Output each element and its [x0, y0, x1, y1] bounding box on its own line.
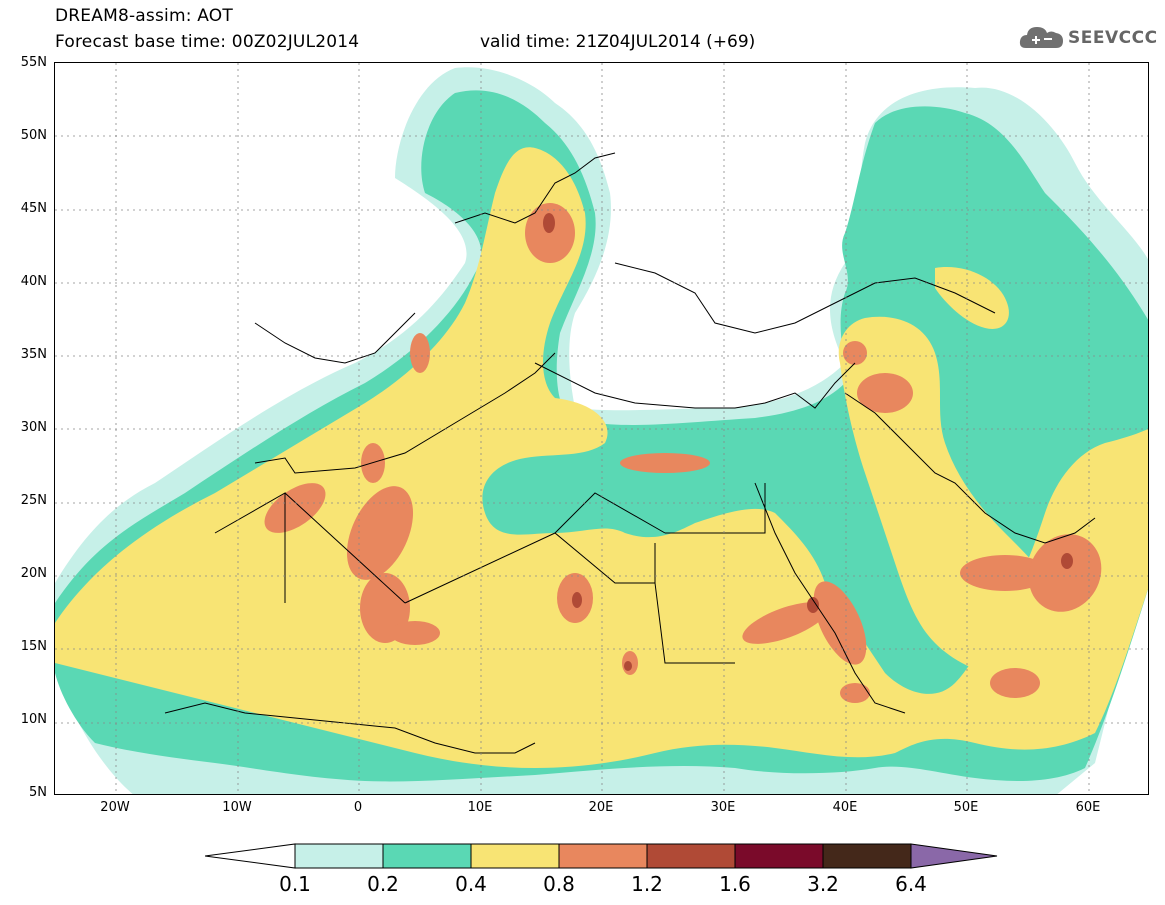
colorbar-label-1: 0.2 [367, 872, 399, 896]
colorbar-bin-3 [558, 843, 648, 869]
map-area [54, 62, 1149, 795]
valid-time-label: valid time: 21Z04JUL2014 (+69) [480, 32, 756, 52]
lon-label-50e: 50E [953, 800, 979, 815]
title-line-2: Forecast base time: 00Z02JUL2014 [55, 32, 360, 52]
colorbar-bin-5 [734, 843, 824, 869]
lat-label-45n: 45N [20, 201, 47, 216]
colorbar-bin-4 [646, 843, 736, 869]
lat-label-50n: 50N [20, 128, 47, 143]
lon-label-30e: 30E [710, 800, 736, 815]
aot-0.4-region [55, 147, 1148, 768]
lat-label-55n: 55N [20, 55, 47, 70]
cloud-icon [1019, 27, 1063, 48]
colorbar-label-6: 3.2 [807, 872, 839, 896]
colorbar-high-arrow [910, 843, 998, 869]
aot-0.4-region-ne [935, 267, 1009, 329]
lon-label-20e: 20E [588, 800, 614, 815]
lon-label-10w: 10W [222, 800, 252, 815]
lon-label-20w: 20W [100, 800, 130, 815]
aot-0.8-patches [264, 203, 1102, 703]
lat-label-40n: 40N [20, 274, 47, 289]
colorbar [205, 843, 998, 869]
lat-label-15n: 15N [20, 639, 47, 654]
lon-label-40e: 40E [832, 800, 858, 815]
colorbar-label-4: 1.2 [631, 872, 663, 896]
lon-label-10e: 10E [467, 800, 493, 815]
lat-label-5n: 5N [29, 785, 47, 800]
lat-label-10n: 10N [20, 712, 47, 727]
colorbar-label-5: 1.6 [719, 872, 751, 896]
lon-label-60e: 60E [1075, 800, 1101, 815]
lat-label-20n: 20N [20, 566, 47, 581]
lon-label-0: 0 [353, 800, 363, 815]
colorbar-bin-0 [294, 843, 384, 869]
colorbar-bin-6 [822, 843, 912, 869]
title-line-1: DREAM8-assim: AOT [55, 6, 233, 26]
logo-text: SEEVCCC [1068, 28, 1158, 48]
seevccc-logo: SEEVCCC [1018, 22, 1158, 56]
colorbar-label-3: 0.8 [543, 872, 575, 896]
colorbar-label-2: 0.4 [455, 872, 487, 896]
coastlines [164, 152, 1096, 754]
colorbar-low-arrow [205, 843, 296, 869]
aot-map [55, 63, 1148, 794]
lat-label-30n: 30N [20, 420, 47, 435]
grid [55, 63, 1148, 794]
lat-label-35n: 35N [20, 347, 47, 362]
colorbar-bin-2 [470, 843, 560, 869]
colorbar-label-0: 0.1 [279, 872, 311, 896]
lat-label-25n: 25N [20, 493, 47, 508]
colorbar-bin-1 [382, 843, 472, 869]
colorbar-label-7: 6.4 [895, 872, 927, 896]
aot-1.2-patches [543, 213, 1073, 671]
